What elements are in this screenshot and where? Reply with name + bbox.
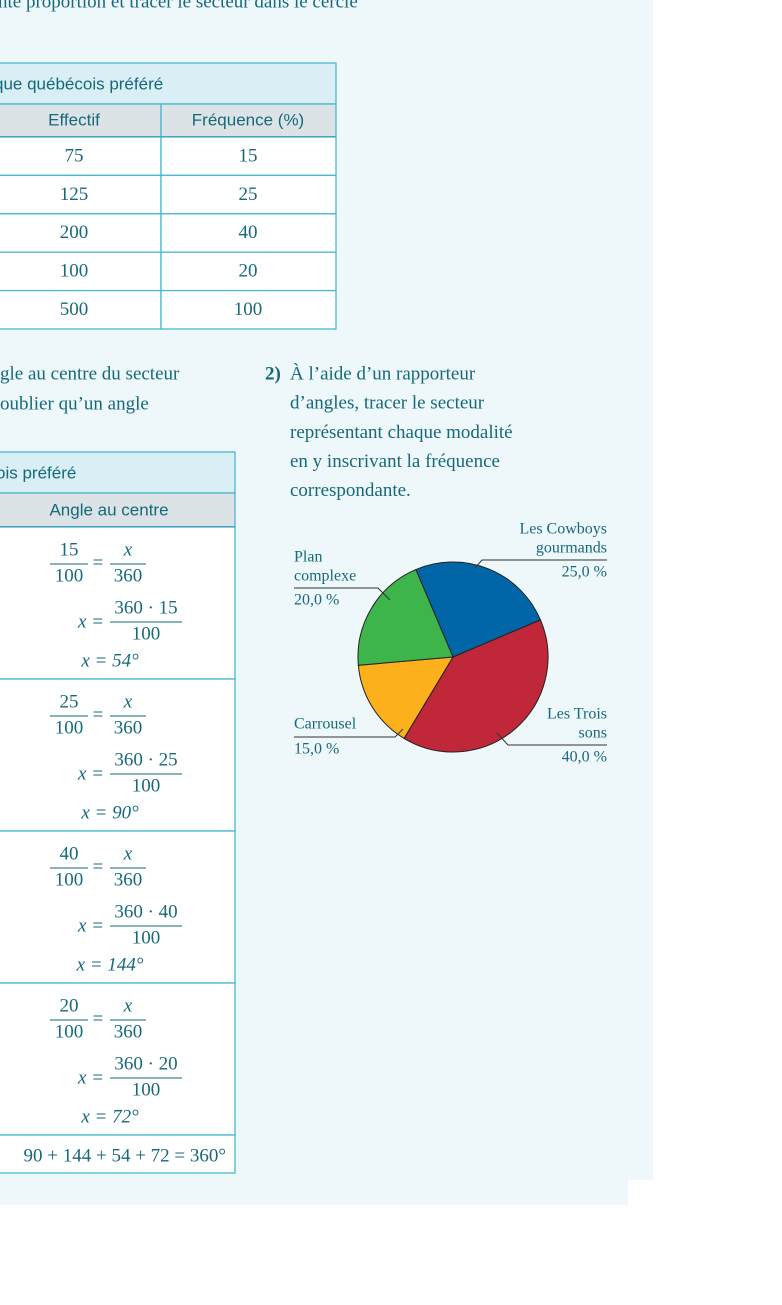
result: x = 90°	[80, 802, 139, 823]
cell-text: 25	[239, 184, 258, 205]
cell-text: 100	[60, 261, 89, 282]
text: 360	[114, 869, 143, 890]
slice-label: Carrousel	[294, 716, 357, 733]
leader-line	[294, 587, 391, 601]
cell	[160, 213, 337, 253]
cell-text: 100	[234, 299, 263, 320]
text: =	[93, 856, 104, 877]
column-header: Fréquence (%)	[192, 110, 304, 129]
text: 100	[132, 927, 161, 948]
text: =	[93, 704, 104, 725]
cell-text: 40	[239, 222, 258, 243]
cell-text: 125	[60, 184, 89, 205]
total: 90 + 144 + 54 + 72 = 360°	[24, 1145, 226, 1166]
cell	[160, 174, 337, 215]
value-label: 40,0 %	[562, 749, 607, 766]
instruction: représentant chaque modalité	[290, 422, 513, 443]
text: 100	[55, 1021, 84, 1042]
text: 100	[132, 775, 161, 796]
instruction: d’angles, tracer le secteur	[290, 393, 485, 414]
panel	[0, 1180, 628, 1205]
text: x =	[77, 611, 104, 632]
cell	[0, 830, 236, 984]
text: 40	[60, 843, 79, 864]
text: 360	[114, 1021, 143, 1042]
leader-line	[474, 559, 607, 569]
cell-text: 500	[60, 299, 89, 320]
instruction: en y inscrivant la fréquence	[290, 451, 500, 472]
cell	[0, 451, 236, 494]
text: 20	[60, 995, 79, 1016]
text: 15	[60, 539, 79, 560]
result: x = 72°	[80, 1106, 139, 1127]
text: =	[93, 1008, 104, 1029]
text: x =	[77, 763, 104, 784]
pie-slice	[357, 568, 454, 666]
table-title: que québécois préféré	[0, 74, 163, 93]
text: 360 · 40	[114, 901, 177, 922]
table-title: ois préféré	[0, 463, 76, 482]
pie-slice	[415, 561, 542, 658]
text: 25	[60, 691, 79, 712]
text: =	[93, 552, 104, 573]
text: 360	[114, 565, 143, 586]
instruction: correspondante.	[290, 480, 411, 501]
cell-text: 20	[239, 261, 258, 282]
cell-text: 75	[65, 145, 84, 166]
cell-text: 15	[239, 145, 258, 166]
text: 100	[55, 717, 84, 738]
pie-slice	[403, 619, 549, 753]
text: x	[123, 843, 133, 864]
text: 360 · 20	[114, 1053, 177, 1074]
text: 100	[55, 565, 84, 586]
slice-label: gourmands	[536, 540, 607, 557]
text: x =	[77, 915, 104, 936]
cell	[160, 289, 337, 330]
cell-text: 200	[60, 222, 89, 243]
text: 360	[114, 717, 143, 738]
cell	[0, 678, 236, 832]
cell	[0, 174, 162, 215]
pie-slice	[357, 656, 454, 740]
cell	[0, 1134, 236, 1174]
cell	[0, 982, 236, 1136]
cell	[0, 213, 162, 253]
value-label: 25,0 %	[562, 564, 607, 581]
cell	[0, 526, 236, 680]
text: 100	[132, 623, 161, 644]
intro: nte proportion et tracer le secteur dans…	[0, 0, 358, 12]
slice-label: sons	[579, 725, 607, 742]
cell	[160, 251, 337, 292]
slice-label: complexe	[294, 568, 356, 585]
instruction: oublier qu’un angle	[0, 393, 149, 414]
column-header: Effectif	[48, 110, 100, 129]
cell	[160, 103, 337, 138]
text: x	[123, 539, 133, 560]
leader-line	[496, 732, 607, 746]
cell	[0, 492, 236, 528]
text: 360 · 15	[114, 597, 177, 618]
result: x = 54°	[80, 650, 139, 671]
cell	[0, 62, 337, 105]
instruction: À l’aide d’un rapporteur	[290, 362, 476, 384]
instruction: gle au centre du secteur	[0, 363, 180, 384]
value-label: 20,0 %	[294, 592, 339, 609]
slice-label: Plan	[294, 549, 322, 566]
cell	[0, 289, 162, 330]
leader-line	[294, 728, 404, 738]
value-label: 15,0 %	[294, 741, 339, 758]
column-header: Angle au centre	[49, 500, 168, 519]
text: x =	[77, 1067, 104, 1088]
text: 100	[55, 869, 84, 890]
slice-label: Les Cowboys	[519, 521, 607, 538]
text: x	[123, 691, 133, 712]
text: x	[123, 995, 133, 1016]
result: x = 144°	[76, 954, 144, 975]
slice-label: Les Trois	[547, 706, 607, 723]
text: 360 · 25	[114, 749, 177, 770]
text: 100	[132, 1079, 161, 1100]
step-number: 2)	[265, 363, 281, 384]
